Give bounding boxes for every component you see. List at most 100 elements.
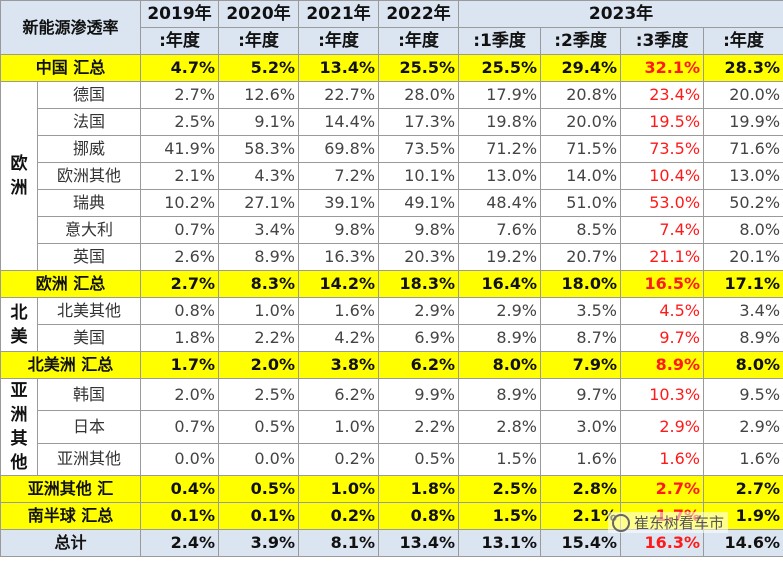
value-cell: 0.1% bbox=[218, 502, 300, 530]
value-cell: 20.0% bbox=[540, 108, 622, 136]
value-cell: 9.7% bbox=[620, 324, 705, 352]
value-cell: 2.5% bbox=[218, 377, 300, 412]
value-cell: 6.9% bbox=[378, 324, 460, 352]
value-cell: 25.5% bbox=[378, 54, 460, 82]
watermark-text: 崔东树看车市 bbox=[634, 514, 725, 532]
country-name: 日本 bbox=[36, 410, 142, 444]
value-cell: 3.4% bbox=[218, 216, 300, 244]
country-row: 挪威 41.9% 58.3% 69.8% 73.5% 71.2% 71.5% 73.5% 71.… bbox=[1, 135, 783, 163]
total-label: 北美洲 汇总 bbox=[0, 351, 142, 379]
region-label: 欧洲 bbox=[0, 81, 38, 271]
value-cell: 19.8% bbox=[458, 108, 542, 136]
country-row: 美国 1.8% 2.2% 4.2% 6.9% 8.9% 8.7% 9.7% 8.9% bbox=[1, 324, 783, 352]
value-cell: 13.0% bbox=[703, 162, 783, 190]
value-cell: 13.0% bbox=[458, 162, 542, 190]
country-row: 欧洲 德国 2.7% 12.6% 22.7% 28.0% 17.9% 20.8% 23.4% 20… bbox=[0, 81, 783, 271]
value-cell: 2.1% bbox=[540, 502, 622, 530]
value-cell: 16.4% bbox=[458, 270, 542, 298]
country-row: 亚洲其他 韩国 2.0% 2.5% 6.2% 9.9% 8.9% 9.7% 10.3% 9.5% bbox=[0, 377, 783, 476]
value-cell: 0.7% bbox=[140, 410, 220, 444]
value-cell: 1.7% bbox=[140, 351, 220, 379]
value-cell: 8.9% bbox=[458, 377, 542, 412]
value-cell: 5.2% bbox=[218, 54, 300, 82]
year-2023: 2023年 bbox=[458, 0, 783, 28]
value-cell: 3.8% bbox=[298, 351, 380, 379]
value-cell: 71.2% bbox=[458, 135, 542, 163]
value-cell: 7.9% bbox=[540, 351, 622, 379]
country-row: 法国 2.5% 9.1% 14.4% 17.3% 19.8% 20.0% 19.5% 19.9% bbox=[1, 108, 783, 136]
value-cell: 8.0% bbox=[458, 351, 542, 379]
value-cell: 2.7% bbox=[703, 475, 783, 503]
value-cell: 0.5% bbox=[218, 475, 300, 503]
country-name: 英国 bbox=[36, 243, 142, 271]
country-name: 挪威 bbox=[36, 135, 142, 163]
value-cell: 0.8% bbox=[378, 502, 460, 530]
total-label: 亚洲其他 汇 bbox=[0, 475, 142, 503]
value-cell: 2.6% bbox=[140, 243, 220, 271]
value-cell: 1.8% bbox=[378, 475, 460, 503]
value-cell: 1.0% bbox=[298, 475, 380, 503]
value-cell: 4.2% bbox=[298, 324, 380, 352]
value-cell: 10.2% bbox=[140, 189, 220, 217]
region-label: 亚洲其他 bbox=[0, 378, 38, 476]
value-cell: 15.4% bbox=[540, 529, 622, 557]
value-cell: 13.4% bbox=[298, 54, 380, 82]
value-cell: 19.9% bbox=[703, 108, 783, 136]
value-cell: 8.9% bbox=[703, 324, 783, 352]
value-cell: 51.0% bbox=[540, 189, 622, 217]
value-cell: 20.8% bbox=[540, 81, 622, 109]
total-row: 亚洲其他 汇 0.4% 0.5% 1.0% 1.8% 2.5% 2.8% 2.7% 2.7% bbox=[0, 475, 783, 503]
country-row: 意大利 0.7% 3.4% 9.8% 9.8% 7.6% 8.5% 7.4% 8.0% bbox=[1, 216, 783, 244]
table-title: 新能源渗透率 bbox=[0, 0, 142, 55]
total-row: 总计 2.4% 3.9% 8.1% 13.4% 13.1% 15.4% 16.3% 14.6% bbox=[0, 529, 783, 557]
value-cell: 1.0% bbox=[218, 297, 300, 325]
value-cell: 20.1% bbox=[703, 243, 783, 271]
value-cell: 25.5% bbox=[458, 54, 542, 82]
value-cell: 0.1% bbox=[140, 502, 220, 530]
value-cell: 9.1% bbox=[218, 108, 300, 136]
value-cell: 21.1% bbox=[620, 243, 705, 271]
value-cell: 2.9% bbox=[378, 297, 460, 325]
value-cell: 2.9% bbox=[620, 410, 705, 444]
value-cell: 17.3% bbox=[378, 108, 460, 136]
value-cell: 2.5% bbox=[140, 108, 220, 136]
total-label: 中国 汇总 bbox=[0, 54, 142, 82]
country-name: 韩国 bbox=[36, 377, 142, 412]
value-cell: 10.4% bbox=[620, 162, 705, 190]
value-cell: 20.0% bbox=[703, 81, 783, 109]
year-2022: 2022年 bbox=[378, 0, 460, 28]
value-cell: 14.0% bbox=[540, 162, 622, 190]
value-cell: 41.9% bbox=[140, 135, 220, 163]
value-cell: 1.8% bbox=[140, 324, 220, 352]
country-row: 瑞典 10.2% 27.1% 39.1% 49.1% 48.4% 51.0% 53.0% 50.… bbox=[1, 189, 783, 217]
value-cell: 7.6% bbox=[458, 216, 542, 244]
value-cell: 8.9% bbox=[218, 243, 300, 271]
value-cell: 27.1% bbox=[218, 189, 300, 217]
value-cell: 8.7% bbox=[540, 324, 622, 352]
country-name: 北美其他 bbox=[36, 297, 142, 325]
value-cell: 73.5% bbox=[378, 135, 460, 163]
value-cell: 1.5% bbox=[458, 502, 542, 530]
year-2020: 2020年 bbox=[218, 0, 300, 28]
value-cell: 8.0% bbox=[703, 216, 783, 244]
value-cell: 8.1% bbox=[298, 529, 380, 557]
value-cell: 69.8% bbox=[298, 135, 380, 163]
value-cell: 2.8% bbox=[458, 410, 542, 444]
value-cell: 10.1% bbox=[378, 162, 460, 190]
value-cell: 2.7% bbox=[140, 270, 220, 298]
year-2019: 2019年 bbox=[140, 0, 220, 28]
value-cell: 18.3% bbox=[378, 270, 460, 298]
value-cell: 16.3% bbox=[620, 529, 705, 557]
value-cell: 32.1% bbox=[620, 54, 705, 82]
value-cell: 58.3% bbox=[218, 135, 300, 163]
period-header: :2季度 bbox=[540, 27, 622, 55]
value-cell: 2.7% bbox=[620, 475, 705, 503]
value-cell: 0.8% bbox=[140, 297, 220, 325]
value-cell: 7.2% bbox=[298, 162, 380, 190]
value-cell: 23.4% bbox=[620, 81, 705, 109]
period-header: :年度 bbox=[140, 27, 220, 55]
value-cell: 9.8% bbox=[378, 216, 460, 244]
value-cell: 2.5% bbox=[458, 475, 542, 503]
total-row: 北美洲 汇总 1.7% 2.0% 3.8% 6.2% 8.0% 7.9% 8.9% 8.0% bbox=[0, 351, 783, 379]
